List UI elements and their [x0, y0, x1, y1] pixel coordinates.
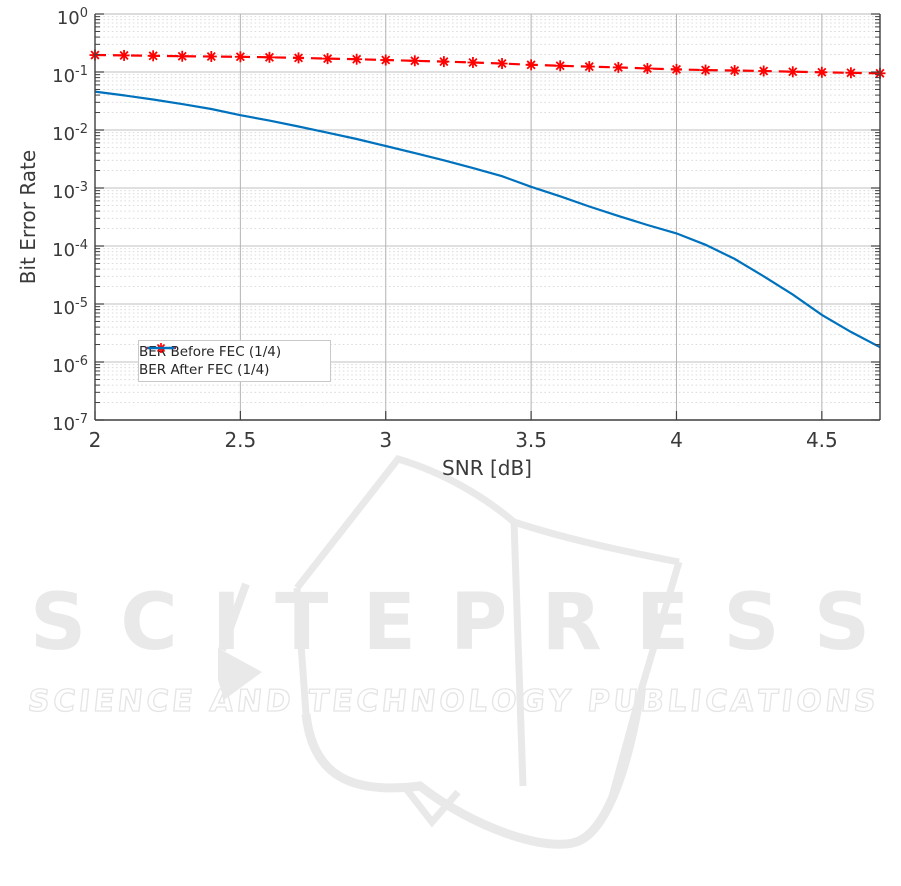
asterisk-marker — [613, 62, 623, 72]
y-tick-label: 10-4 — [52, 238, 88, 261]
asterisk-marker — [584, 62, 594, 72]
x-tick-label: 4.5 — [805, 428, 838, 452]
x-tick-label: 3 — [379, 428, 393, 452]
asterisk-marker — [701, 65, 711, 75]
y-tick-label: 10-1 — [52, 64, 88, 87]
asterisk-marker — [410, 56, 420, 66]
x-tick-label: 3.5 — [515, 428, 548, 452]
series-line-before-fec — [94, 53, 881, 75]
series-line-after-fec — [94, 90, 881, 349]
legend-solid-line-icon — [147, 346, 175, 350]
asterisk-marker — [352, 54, 362, 64]
y-tick-label: 10-6 — [52, 354, 88, 377]
asterisk-marker — [642, 63, 652, 74]
asterisk-marker — [817, 67, 827, 77]
asterisk-marker — [148, 51, 158, 61]
legend-label: BER After FEC (1/4) — [139, 362, 270, 378]
x-tick-label: 2.5 — [224, 428, 257, 452]
asterisk-marker — [846, 68, 856, 78]
asterisk-marker — [759, 66, 769, 76]
asterisk-marker — [119, 50, 129, 60]
asterisk-marker — [381, 55, 391, 65]
logo-plane-arrow — [218, 648, 262, 700]
book-left-page-top — [294, 454, 517, 591]
asterisk-marker — [497, 58, 507, 69]
asterisk-marker — [206, 51, 216, 62]
asterisk-marker — [555, 61, 565, 71]
y-tick-label: 100 — [56, 6, 88, 29]
book-spine — [510, 521, 527, 787]
grid-layer — [95, 13, 880, 421]
asterisk-marker — [293, 53, 304, 63]
legend: BER Before FEC (1/4) BER After FEC (1/4) — [138, 340, 331, 382]
y-axis-title: Bit Error Rate — [16, 149, 40, 285]
asterisk-marker — [671, 64, 682, 74]
asterisk-marker — [264, 52, 274, 62]
asterisk-marker — [788, 67, 798, 77]
book-left-edge — [293, 587, 310, 715]
book-bottom-swoosh — [301, 693, 645, 849]
asterisk-marker — [730, 66, 740, 76]
asterisk-marker — [468, 57, 478, 67]
axis-layer — [94, 13, 881, 421]
book-right-page-top — [512, 518, 680, 566]
asterisk-marker — [526, 60, 536, 70]
logo-plane-slash — [218, 582, 250, 652]
series-layer — [89, 49, 886, 349]
x-axis-title: SNR [dB] — [442, 456, 532, 480]
y-tick-label: 10-7 — [52, 412, 88, 435]
legend-item: BER After FEC (1/4) — [139, 346, 330, 379]
asterisk-marker — [235, 52, 245, 62]
asterisk-marker — [177, 51, 187, 61]
y-tick-label: 10-3 — [52, 180, 88, 203]
y-tick-label: 10-2 — [52, 122, 88, 145]
x-tick-label: 4 — [670, 428, 683, 452]
x-tick-label: 2 — [88, 428, 102, 452]
book-fold-notch — [401, 783, 461, 828]
watermark-book-icon — [218, 454, 683, 849]
asterisk-marker — [323, 54, 333, 64]
asterisk-marker — [439, 57, 449, 67]
y-tick-label: 10-5 — [52, 296, 88, 319]
